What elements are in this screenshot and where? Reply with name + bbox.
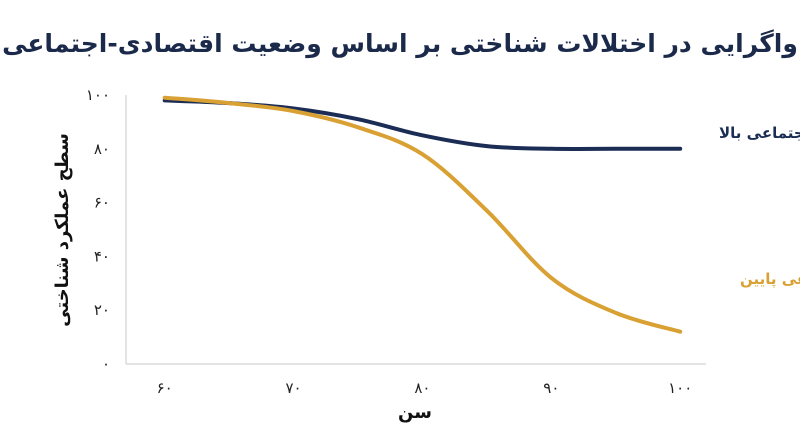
series-label-low: وضعیت اقتصادی-اجتماعی پایین [740,270,800,289]
x-tick-label: ۱۰۰ [668,379,692,397]
y-tick-label: ۲۰ [94,301,110,319]
x-ticks: ۶۰ ۷۰ ۸۰ ۹۰ ۱۰۰ [157,379,693,397]
x-axis-label: سن [398,402,432,423]
x-tick-label: ۷۰ [285,379,301,397]
x-tick-label: ۹۰ [543,379,559,397]
y-tick-label: ۸۰ [94,140,110,158]
x-tick-label: ۶۰ [157,379,173,397]
series-line-high [162,98,683,151]
y-tick-label: ۶۰ [94,194,110,212]
series-lines [162,95,683,334]
chart-title: واگرایی در اختلالات شناختی بر اساس وضعیت… [2,29,798,59]
series-label-high: وضعیت اقتصادی-اجتماعی بالا [719,124,800,142]
series-line-low [162,95,683,334]
y-tick-label: ۴۰ [94,247,110,265]
y-tick-label: ۰ [102,355,110,373]
y-axis-label: سطح عملکرد شناختی [52,133,73,327]
y-tick-label: ۱۰۰ [86,86,110,104]
x-tick-label: ۸۰ [414,379,430,397]
y-ticks: ۰ ۲۰ ۴۰ ۶۰ ۸۰ ۱۰۰ [86,86,110,373]
